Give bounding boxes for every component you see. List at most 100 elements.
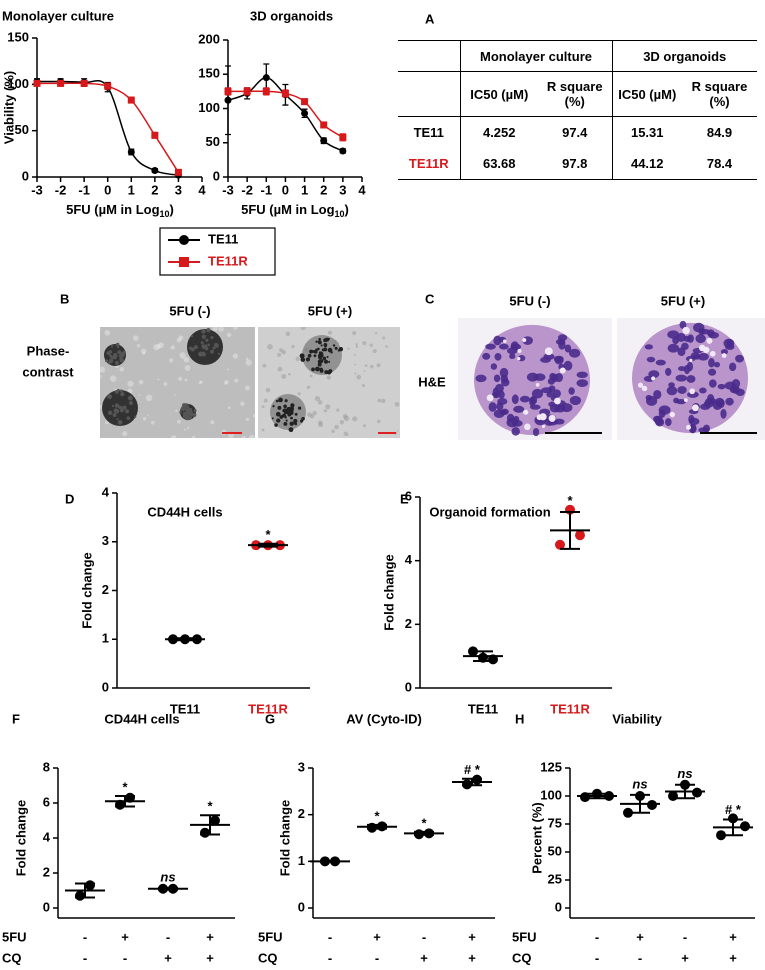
- speckle: [369, 343, 373, 348]
- speckle: [290, 416, 293, 420]
- speckle: [119, 366, 125, 372]
- speckle: [171, 435, 177, 438]
- speckle: [287, 410, 292, 415]
- vacuole: [486, 394, 494, 402]
- speckle: [127, 380, 134, 387]
- nucleus: [646, 356, 656, 363]
- speckle: [311, 367, 315, 372]
- vacuole: [684, 398, 688, 402]
- y-axis-label: Fold change: [13, 800, 28, 877]
- treatment-sign: -: [328, 950, 332, 965]
- speckle: [184, 378, 188, 382]
- vacuole: [535, 383, 540, 387]
- speckle: [289, 421, 294, 426]
- chart-title: AV (Cyto-ID): [346, 711, 422, 726]
- speckle: [142, 417, 147, 421]
- y-tick-label: 3: [102, 533, 109, 548]
- x-tick-label: 1: [301, 182, 308, 197]
- data-point: [224, 87, 232, 95]
- speckle: [309, 414, 315, 419]
- y-axis-label: Percent (%): [529, 802, 544, 874]
- speckle: [190, 334, 194, 338]
- treatment-sign: +: [729, 950, 737, 965]
- speckle: [170, 345, 175, 350]
- x-tick-label: TE11R: [248, 701, 288, 716]
- vacuole: [541, 424, 546, 429]
- x-tick-label: 3: [175, 182, 182, 197]
- table-row: Monolayer culture 3D organoids: [398, 40, 757, 72]
- speckle: [309, 349, 313, 354]
- y-tick-label: 0: [555, 899, 562, 914]
- treatment-sign: -: [328, 929, 332, 944]
- nucleus: [708, 379, 717, 388]
- treatment-label: CQ: [258, 950, 278, 965]
- panel-label: D: [65, 491, 74, 506]
- speckle: [180, 406, 186, 412]
- speckle: [138, 379, 144, 385]
- nucleus: [529, 404, 541, 410]
- speckle: [142, 351, 146, 355]
- nucleus: [665, 367, 672, 376]
- treatment-sign: -: [638, 950, 642, 965]
- data-point: [281, 89, 289, 97]
- nucleus: [732, 385, 740, 394]
- nucleus: [563, 360, 573, 371]
- micrograph: [617, 318, 765, 440]
- annotation: ns: [160, 869, 175, 884]
- speckle: [127, 395, 133, 401]
- table: Monolayer culture 3D organoids IC50 (µM)…: [398, 40, 757, 180]
- x-tick-label: 4: [198, 182, 206, 197]
- nucleus: [506, 413, 515, 423]
- annotation: ns: [632, 776, 647, 791]
- speckle: [276, 418, 281, 423]
- nucleus: [731, 378, 741, 389]
- speckle: [315, 366, 320, 372]
- speckle: [376, 363, 381, 368]
- panel-label: C: [425, 291, 435, 306]
- nucleus: [668, 382, 675, 388]
- nucleus: [688, 414, 695, 424]
- column-group: 3D organoids: [611, 40, 757, 72]
- chart-title: CD44H cells: [147, 504, 222, 519]
- vacuole: [689, 358, 693, 362]
- nucleus: [673, 397, 680, 404]
- condition-label: 5FU (-): [169, 303, 210, 318]
- treatment-sign: -: [595, 950, 599, 965]
- speckle: [377, 419, 381, 424]
- speckle: [163, 382, 168, 386]
- speckle: [262, 363, 267, 368]
- condition-label: 5FU (-): [509, 293, 550, 308]
- treatment-sign: +: [420, 950, 428, 965]
- x-axis-label-part: 10: [335, 209, 345, 219]
- sd-bar: [723, 818, 743, 837]
- table-cell: 15.31: [611, 116, 682, 148]
- x-tick-label: 0: [282, 182, 289, 197]
- treatment-sign: -: [83, 929, 87, 944]
- nucleus: [569, 395, 582, 406]
- nucleus: [510, 343, 522, 351]
- speckle: [355, 343, 358, 346]
- vacuole: [559, 367, 566, 374]
- nucleus: [511, 427, 520, 436]
- x-tick-label: 1: [128, 182, 135, 197]
- speckle: [190, 347, 195, 352]
- speckle: [179, 410, 182, 414]
- data-point: [647, 799, 657, 810]
- treatment-sign: +: [373, 929, 381, 944]
- chart-title: CD44H cells: [104, 711, 179, 726]
- row-label: TE11R: [408, 156, 449, 171]
- y-tick-label: 1: [102, 631, 109, 646]
- speckle: [176, 337, 182, 343]
- y-tick-label: 4: [102, 484, 110, 499]
- speckle: [274, 423, 278, 427]
- x-tick-label: TE11R: [550, 701, 590, 716]
- speckle: [396, 429, 399, 432]
- treatment-sign: +: [206, 950, 214, 965]
- treatment-label: CQ: [2, 950, 22, 965]
- speckle: [277, 366, 283, 372]
- nucleus: [665, 418, 672, 427]
- table-cell: [398, 40, 460, 72]
- speckle: [206, 327, 211, 333]
- vacuole: [703, 346, 710, 354]
- speckle: [184, 428, 187, 431]
